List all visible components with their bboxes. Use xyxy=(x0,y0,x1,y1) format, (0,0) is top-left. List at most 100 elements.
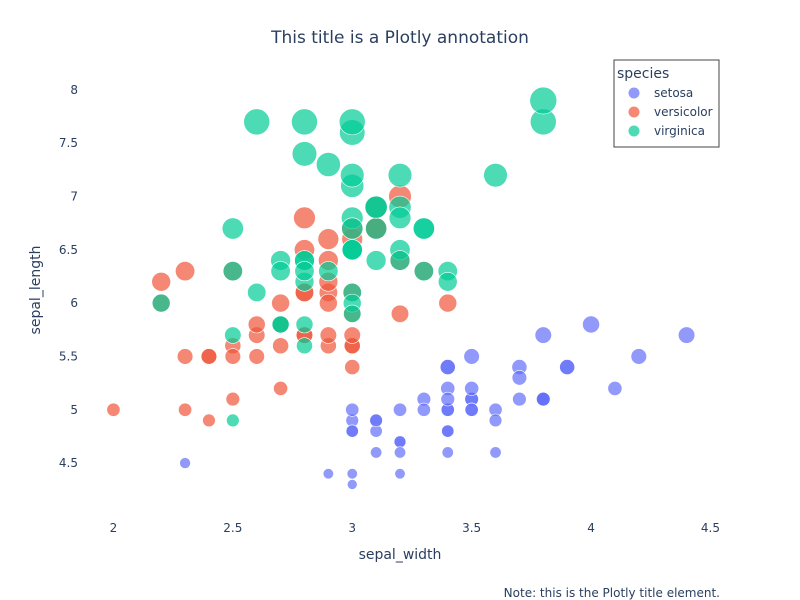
point-virginica xyxy=(221,217,244,240)
point-virginica xyxy=(389,250,411,271)
point-virginica xyxy=(270,261,291,282)
point-versicolor xyxy=(202,413,216,428)
series-virginica xyxy=(151,86,558,428)
point-versicolor xyxy=(225,391,241,407)
point-virginica xyxy=(365,217,388,240)
point-setosa xyxy=(393,402,407,417)
legend-marker-versicolor xyxy=(628,106,640,118)
y-tick-label: 5.5 xyxy=(59,349,78,363)
point-setosa xyxy=(512,391,527,407)
point-versicolor xyxy=(438,293,458,313)
point-setosa xyxy=(511,370,528,386)
point-virginica xyxy=(483,163,508,188)
point-virginica xyxy=(364,195,388,219)
point-setosa xyxy=(369,413,383,428)
x-tick-label: 3.5 xyxy=(462,521,481,535)
point-virginica xyxy=(226,413,240,428)
point-versicolor xyxy=(176,348,194,365)
point-virginica xyxy=(247,282,267,303)
x-tick-label: 2.5 xyxy=(223,521,242,535)
point-versicolor xyxy=(319,326,337,344)
point-virginica xyxy=(318,261,339,282)
point-virginica xyxy=(243,108,271,136)
point-setosa xyxy=(322,468,334,480)
y-tick-label: 6.5 xyxy=(59,243,78,257)
x-tick-label: 4.5 xyxy=(701,521,720,535)
point-virginica xyxy=(388,206,412,230)
point-setosa xyxy=(441,446,454,459)
point-setosa xyxy=(489,446,502,459)
point-setosa xyxy=(607,381,623,396)
point-virginica xyxy=(387,163,413,188)
point-virginica xyxy=(437,272,458,292)
x-tick-label: 4 xyxy=(587,521,595,535)
y-axis-title: sepal_length xyxy=(28,246,44,335)
legend-label-virginica: virginica xyxy=(654,124,705,138)
series-setosa xyxy=(179,315,696,490)
y-tick-label: 7 xyxy=(70,189,78,203)
point-versicolor xyxy=(273,381,289,396)
point-virginica xyxy=(291,141,318,167)
point-virginica xyxy=(341,217,364,240)
point-versicolor xyxy=(200,348,218,365)
point-setosa xyxy=(370,446,383,459)
point-virginica xyxy=(294,261,315,282)
legend-label-versicolor: versicolor xyxy=(654,105,713,119)
point-setosa xyxy=(536,391,551,407)
point-setosa xyxy=(346,479,358,490)
point-setosa xyxy=(464,381,480,396)
point-virginica xyxy=(343,304,362,323)
point-versicolor xyxy=(317,228,340,250)
x-tick-label: 2 xyxy=(110,521,118,535)
y-tick-label: 6 xyxy=(70,296,78,310)
legend-marker-setosa xyxy=(628,87,640,99)
legend-marker-virginica xyxy=(628,125,640,137)
point-virginica xyxy=(291,108,318,136)
point-setosa xyxy=(179,457,191,469)
point-setosa xyxy=(394,468,406,480)
point-virginica xyxy=(295,315,314,334)
point-setosa xyxy=(463,348,480,365)
point-setosa xyxy=(393,435,407,448)
point-versicolor xyxy=(271,293,290,313)
y-tick-label: 8 xyxy=(70,83,78,97)
x-axis-title: sepal_width xyxy=(359,547,442,563)
legend-title: species xyxy=(617,66,669,82)
point-versicolor xyxy=(344,359,361,376)
point-setosa xyxy=(464,402,479,417)
y-tick-label: 4.5 xyxy=(59,456,78,470)
y-tick-label: 5 xyxy=(70,403,78,417)
title-note: Note: this is the Plotly title element. xyxy=(504,586,720,600)
point-versicolor xyxy=(343,326,361,344)
point-setosa xyxy=(630,348,647,365)
point-virginica xyxy=(338,108,366,136)
point-setosa xyxy=(488,413,503,428)
y-axis-ticks: 4.5 5 5.5 6 6.5 7 7.5 8 xyxy=(59,83,78,470)
point-virginica xyxy=(412,217,435,240)
point-virginica xyxy=(340,163,365,188)
point-setosa xyxy=(440,391,455,407)
point-setosa xyxy=(534,326,552,344)
point-setosa xyxy=(582,315,600,334)
point-setosa xyxy=(345,402,360,417)
point-setosa xyxy=(393,446,407,459)
point-virginica xyxy=(271,315,290,334)
point-virginica xyxy=(341,239,363,261)
point-versicolor xyxy=(175,261,196,282)
legend-label-setosa: setosa xyxy=(654,86,693,100)
chart-title: This title is a Plotly annotation xyxy=(270,28,529,48)
point-setosa xyxy=(677,326,696,344)
point-virginica xyxy=(151,293,171,313)
point-versicolor xyxy=(390,304,410,323)
point-virginica xyxy=(413,261,434,282)
point-setosa xyxy=(559,359,576,376)
point-versicolor xyxy=(272,337,289,355)
point-setosa xyxy=(345,424,359,438)
point-versicolor xyxy=(319,293,338,313)
point-setosa xyxy=(441,424,455,438)
point-versicolor xyxy=(106,402,121,417)
point-versicolor xyxy=(224,348,241,365)
point-virginica xyxy=(529,86,558,115)
point-virginica xyxy=(224,326,242,344)
